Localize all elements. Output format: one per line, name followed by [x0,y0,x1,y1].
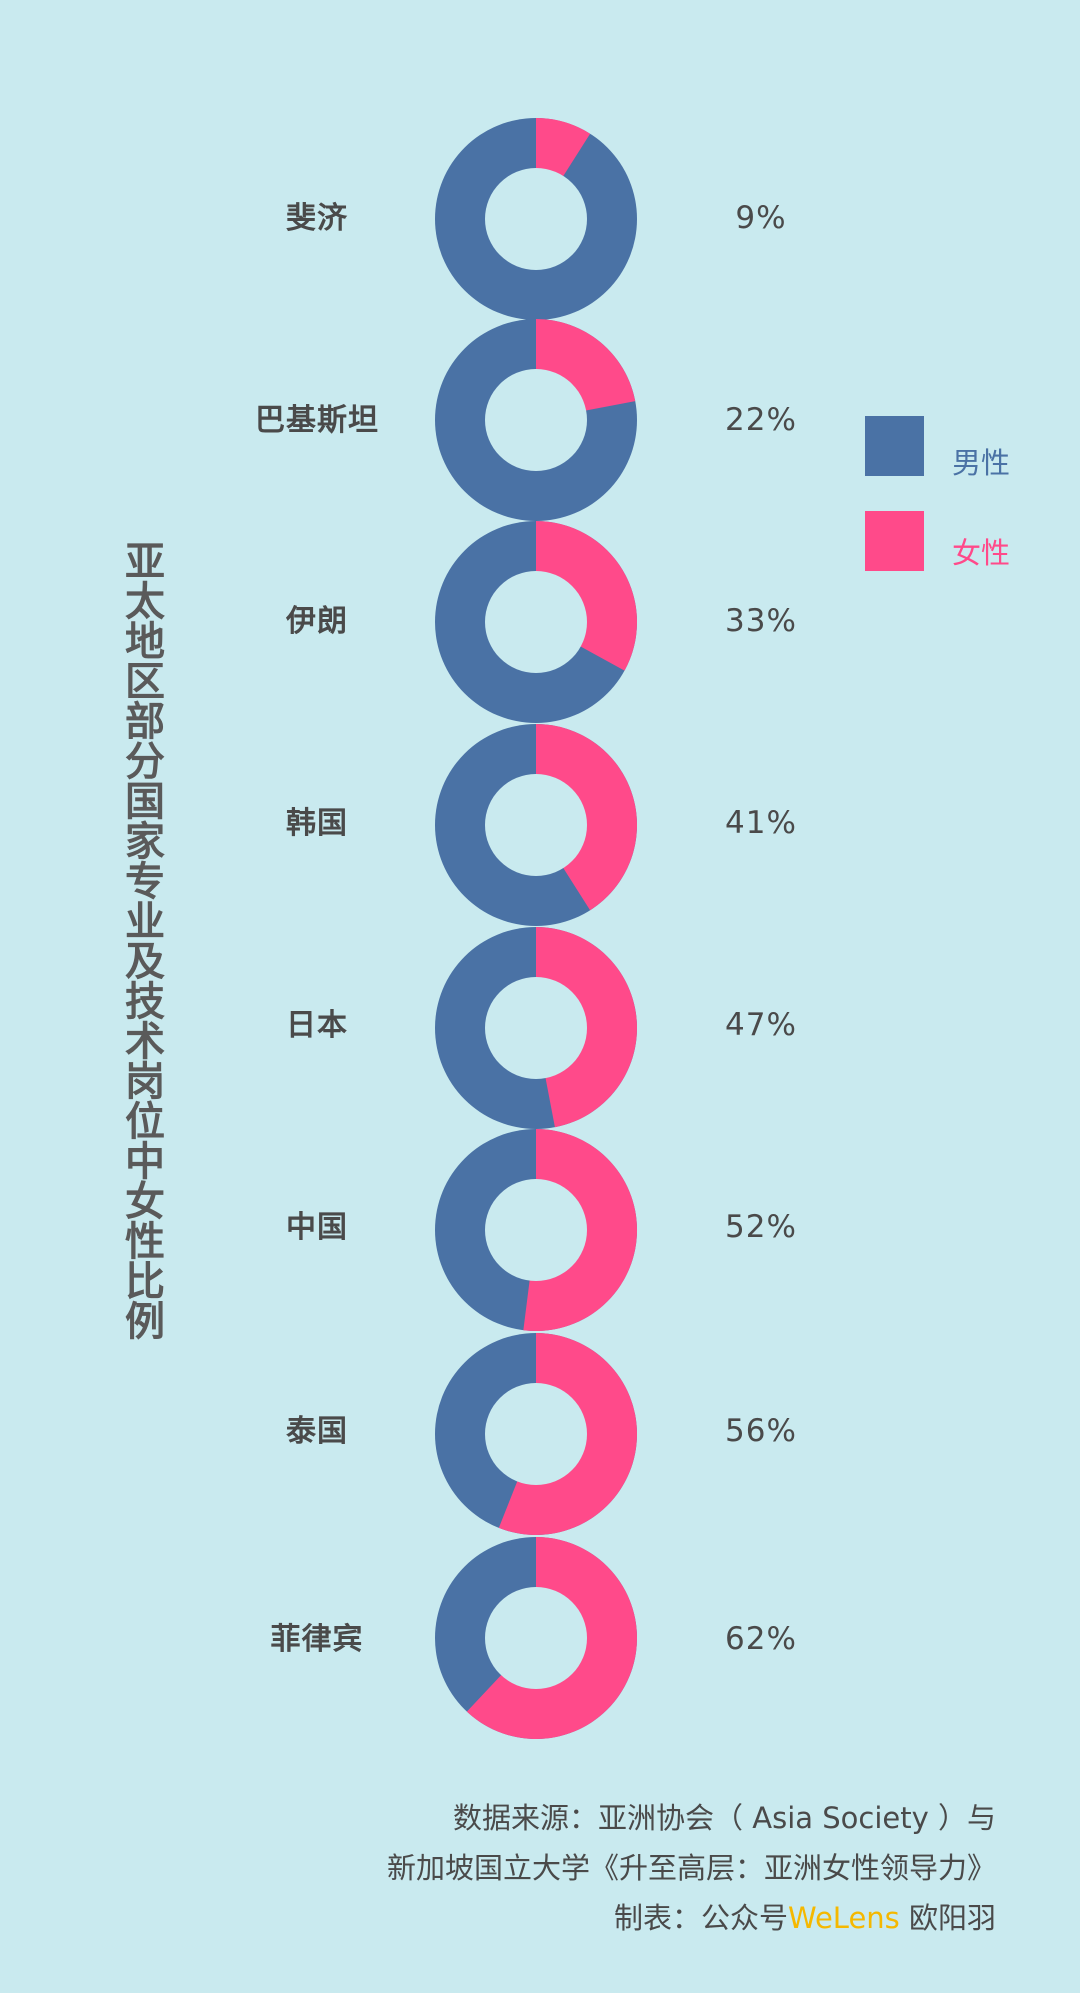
percent-label: 62% [725,1621,797,1657]
donut-hole [485,1383,587,1485]
legend-swatch [865,416,924,476]
country-label: 巴基斯坦 [255,403,379,438]
donut-hole [485,1587,587,1689]
country-label: 中国 [286,1210,348,1245]
percent-label: 9% [735,200,786,236]
footer-credit: 制表：公众号WeLens 欧阳羽 [614,1895,996,1937]
donut-row: 泰国 56% [286,1333,797,1535]
donut-row: 菲律宾 62% [271,1537,797,1739]
donut-row: 日本 47% [286,927,797,1129]
country-label: 韩国 [286,806,348,841]
donut-hole [485,1179,587,1281]
chart-title: 亚太地区部分国家专业及技术岗位中女性比例 [118,540,164,1340]
donut-row: 巴基斯坦 22% [255,319,797,521]
footer-source-line1: 数据来源：亚洲协会（ Asia Society ）与 [453,1801,996,1835]
country-label: 菲律宾 [271,1622,364,1657]
country-label: 日本 [286,1008,348,1043]
country-label: 泰国 [286,1414,348,1449]
credit-suffix: 欧阳羽 [899,1901,996,1935]
donut-row: 中国 52% [286,1128,797,1331]
percent-label: 56% [725,1413,797,1449]
legend-label: 男性 [952,446,1010,480]
donut-row: 韩国 41% [286,723,797,926]
donut-hole [485,571,587,673]
donut-row: 斐济 9% [286,118,786,320]
donut-row: 伊朗 33% [285,521,797,723]
country-label: 伊朗 [285,604,348,639]
footer-source-line2: 新加坡国立大学《升至高层：亚洲女性领导力》 [386,1851,996,1885]
legend-label: 女性 [952,536,1010,570]
percent-label: 47% [725,1007,797,1043]
credit-brand: WeLens [787,1901,900,1935]
credit-prefix: 制表：公众号 [613,1901,788,1935]
donut-hole [485,774,587,876]
legend-swatch [865,511,924,571]
percent-label: 52% [725,1209,797,1245]
donut-hole [485,168,587,270]
donut-hole [485,977,587,1079]
percent-label: 41% [725,805,797,841]
percent-label: 33% [725,603,797,639]
donut-hole [485,369,587,471]
country-label: 斐济 [286,201,348,236]
percent-label: 22% [725,402,797,438]
